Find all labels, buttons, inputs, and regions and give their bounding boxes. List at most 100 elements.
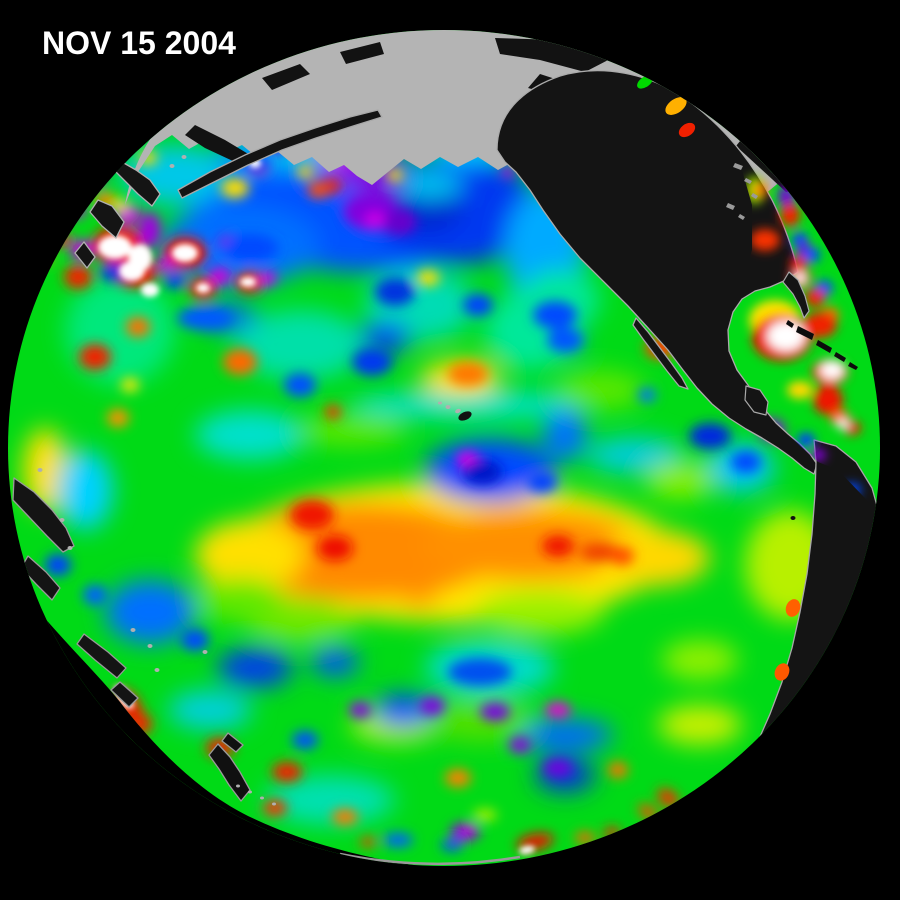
- atlantic-anomaly-blob: [780, 203, 800, 227]
- anomaly-field-blob: [195, 578, 285, 622]
- date-label: NOV 15 2004: [42, 25, 236, 61]
- anomaly-blob: [100, 262, 126, 282]
- anomaly-blob: [317, 535, 353, 561]
- anomaly-blob: [290, 500, 334, 530]
- anomaly-blob: [604, 827, 620, 839]
- anomaly-field-blob: [350, 391, 590, 419]
- island-or-limb-dot: [202, 650, 208, 654]
- island-or-limb-dot: [154, 668, 160, 672]
- anomaly-blob: [157, 258, 173, 272]
- anomaly-field-blob: [168, 690, 252, 730]
- anomaly-field-blob: [517, 719, 613, 751]
- anomaly-field-blob: [195, 520, 305, 590]
- anomaly-field-blob: [297, 414, 407, 446]
- anomaly-blob: [689, 423, 731, 449]
- anomaly-blob: [121, 378, 139, 392]
- island-or-limb-dot: [248, 790, 252, 794]
- anomaly-blob: [332, 809, 358, 825]
- anomaly-hotspot: [98, 235, 132, 259]
- anomaly-field-blob: [658, 705, 742, 745]
- island-or-limb-dot: [445, 405, 451, 409]
- anomaly-blob: [509, 737, 531, 753]
- anomaly-blob: [223, 349, 257, 375]
- land-florida: [782, 271, 810, 319]
- anomaly-hotspot: [240, 277, 256, 287]
- anomaly-blob: [308, 182, 328, 198]
- land-new-zealand: [208, 732, 251, 802]
- anomaly-field-blob: [265, 775, 395, 825]
- anomaly-blob: [463, 294, 493, 316]
- anomaly-hotspot: [141, 283, 159, 297]
- land-yucatan: [744, 385, 769, 416]
- anomaly-blob: [416, 270, 440, 286]
- anomaly-blob: [64, 265, 92, 289]
- anomaly-field-blob: [543, 409, 587, 461]
- anomaly-blob: [112, 199, 128, 211]
- anomaly-field-blob: [555, 370, 645, 410]
- anomaly-blob: [272, 762, 302, 782]
- anomaly-blob: [284, 373, 316, 397]
- island-or-limb-dot: [130, 628, 136, 632]
- anomaly-blob: [177, 306, 233, 330]
- atlantic-anomaly-blob: [778, 186, 794, 206]
- anomaly-blob: [139, 212, 161, 248]
- anomaly-field-blob: [311, 648, 359, 676]
- anomaly-blob: [263, 800, 287, 816]
- island-or-limb-dot: [181, 155, 187, 159]
- island-or-limb-dot: [438, 401, 442, 405]
- anomaly-blob: [657, 788, 679, 808]
- anomaly-hotspot: [196, 283, 210, 293]
- land-cuba-antilles: [786, 320, 858, 370]
- anomaly-blob: [543, 759, 573, 777]
- anomaly-blob: [181, 629, 209, 651]
- island-or-limb-dot: [236, 784, 240, 788]
- anomaly-blob: [83, 585, 107, 605]
- anomaly-hotspot: [519, 845, 535, 855]
- anomaly-blob: [259, 271, 277, 285]
- anomaly-blob: [164, 271, 186, 289]
- land-aleutian-arc: [177, 109, 383, 199]
- atlantic-anomaly-blob: [750, 229, 780, 251]
- island-or-limb-dot: [458, 411, 472, 421]
- anomaly-blob: [638, 388, 656, 402]
- anomaly-field-blob: [217, 648, 293, 688]
- anomaly-blob: [445, 769, 471, 787]
- anomaly-blob: [221, 178, 249, 198]
- anomaly-hotspot: [172, 244, 198, 262]
- land-baja-california: [632, 317, 689, 390]
- atlantic-anomaly-blob: [805, 289, 825, 307]
- anomaly-field-blob: [57, 450, 113, 530]
- atlantic-anomaly-blob: [803, 312, 837, 338]
- anomaly-blob: [383, 833, 413, 847]
- anomaly-blob: [460, 825, 476, 835]
- anomaly-field-blob: [645, 460, 715, 500]
- island-or-limb-dot: [67, 546, 73, 550]
- anomaly-hotspot: [128, 244, 152, 272]
- land-canadian-lake-specks: [726, 163, 758, 220]
- anomaly-blob: [580, 543, 620, 561]
- anomaly-blob: [545, 702, 571, 718]
- atlantic-anomaly-blob: [797, 433, 815, 447]
- anomaly-blob: [365, 212, 385, 228]
- anomaly-blob: [473, 809, 497, 821]
- anomaly-blob: [209, 267, 231, 285]
- island-or-limb-dot: [785, 599, 801, 617]
- anomaly-blob: [107, 409, 129, 427]
- anomaly-blob: [501, 166, 515, 178]
- anomaly-blob: [325, 405, 341, 419]
- anomaly-blob: [608, 762, 628, 778]
- atlantic-anomaly-blob: [820, 361, 844, 379]
- land-japan: [74, 161, 161, 269]
- anomaly-blob: [387, 169, 403, 181]
- anomaly-field-blob: [420, 510, 640, 580]
- anomaly-blob: [292, 731, 318, 749]
- anomaly-field-blob: [398, 172, 462, 198]
- anomaly-field-blob: [105, 580, 195, 644]
- atlantic-anomaly-blob: [752, 183, 768, 197]
- anomaly-field-blob: [403, 589, 437, 607]
- anomaly-blob: [462, 459, 502, 485]
- anomaly-blob: [222, 234, 278, 262]
- anomaly-blob: [448, 658, 512, 686]
